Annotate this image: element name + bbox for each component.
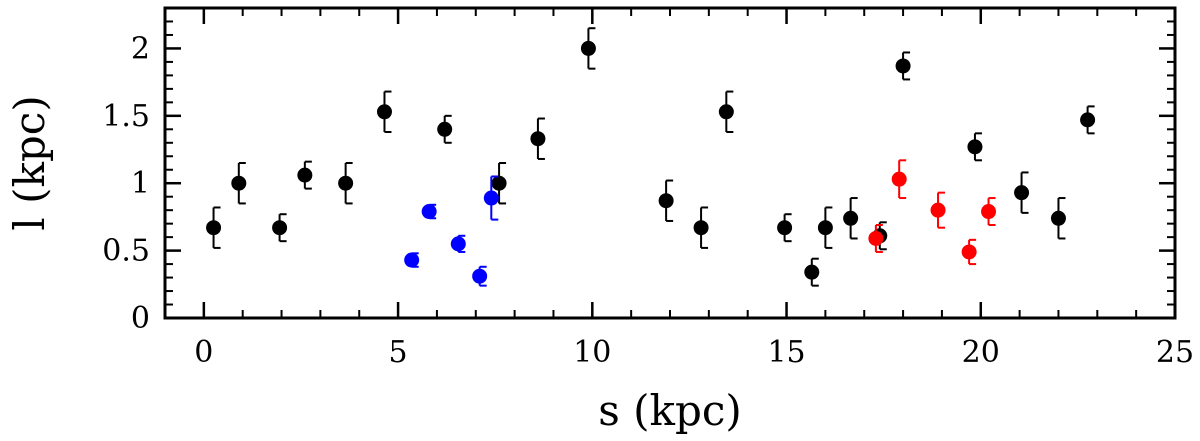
y-axis-title: l (kpc) [5,95,54,230]
data-point-black [206,220,222,236]
data-point-black [817,220,833,236]
data-point-black [804,264,820,280]
data-point-black [491,175,507,191]
data-point-black [718,104,734,120]
data-point-black [437,121,453,137]
x-tick-labels: 0 5 10 15 20 25 [194,335,1194,370]
x-tick-label: 0 [194,335,213,370]
data-point-black [530,131,546,147]
data-point-blue [404,252,420,268]
data-point-black [376,104,392,120]
data-point-black [580,40,596,56]
y-tick-label: 1 [131,166,150,201]
x-tick-label: 25 [1156,335,1194,370]
data-point-black [843,210,859,226]
data-point-black [895,58,911,74]
y-tick-label: 0.5 [102,234,150,269]
data-point-black [338,175,354,191]
data-point-black [231,175,247,191]
series-blue [404,175,499,287]
data-point-black [1080,112,1096,128]
minor-ticks [164,7,1175,318]
y-tick-labels: 0 0.5 1 1.5 2 [102,31,150,336]
x-axis-title: s (kpc) [598,386,742,435]
data-point-red [891,171,907,187]
data-point-red [930,202,946,218]
data-point-black [967,139,983,155]
x-tick-label: 10 [573,335,611,370]
major-ticks [165,8,1177,320]
data-point-blue [421,204,437,220]
y-tick-label: 1.5 [102,99,150,134]
data-point-black [1050,210,1066,226]
x-tick-label: 5 [389,335,408,370]
data-point-black [658,193,674,209]
plot-frame [163,6,1177,320]
y-tick-label: 2 [131,31,150,66]
x-tick-label: 20 [962,335,1000,370]
data-point-red [868,230,884,246]
data-point-black [297,167,313,183]
x-tick-label: 15 [767,335,805,370]
data-point-black [693,220,709,236]
series-black [206,27,1096,287]
data-point-black [1014,185,1030,201]
data-points [206,27,1096,287]
data-point-blue [472,268,488,284]
y-tick-label: 0 [131,301,150,336]
data-point-red [981,204,997,220]
data-point-blue [483,190,499,206]
data-point-black [777,220,793,236]
data-point-black [272,220,288,236]
data-point-blue [450,236,466,252]
series-red [868,159,997,266]
data-point-red [961,244,977,260]
